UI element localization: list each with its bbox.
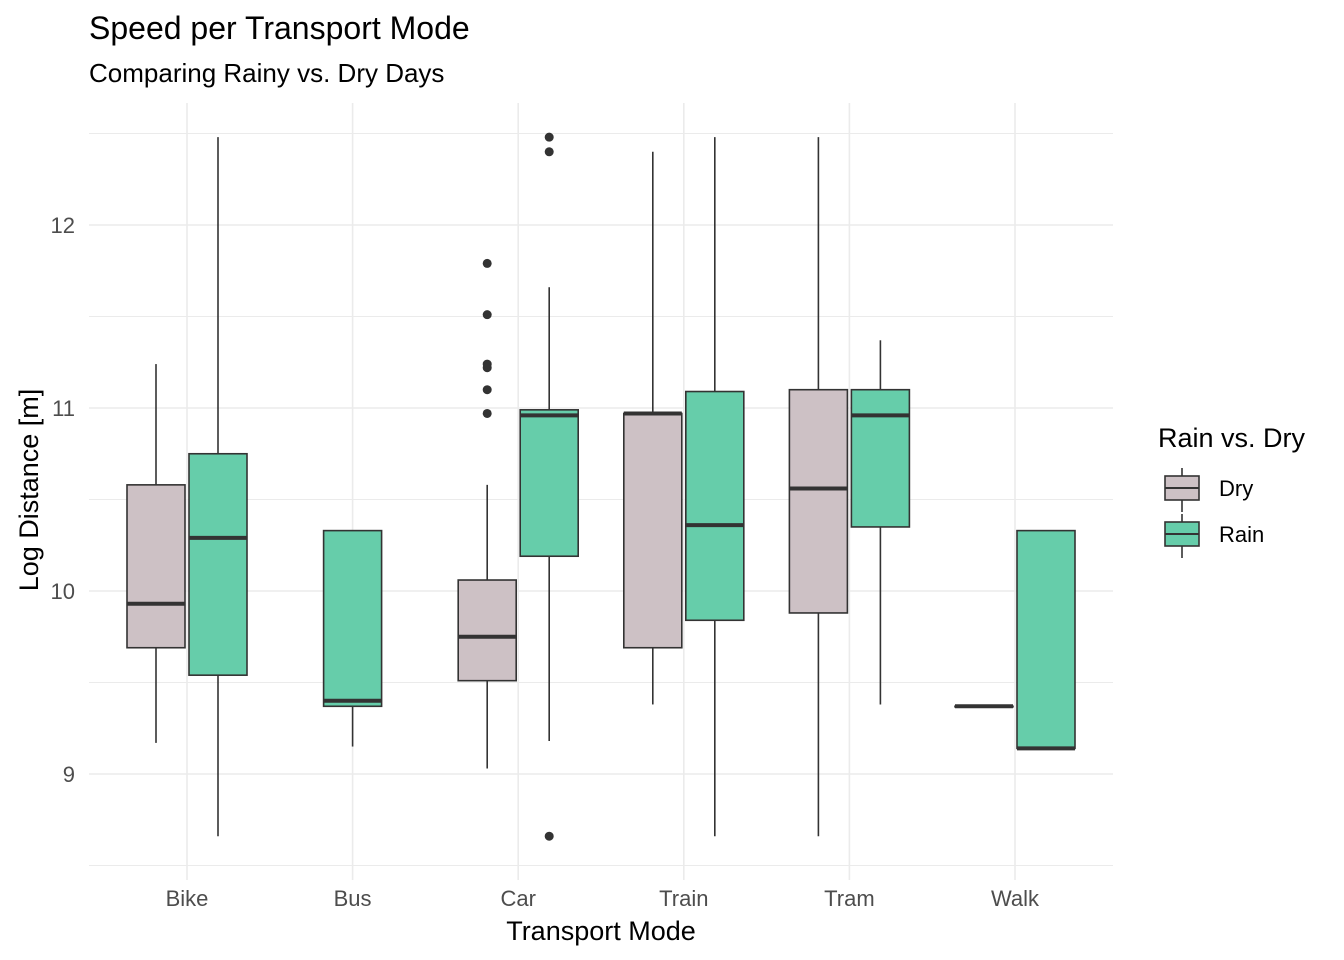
chart-title: Speed per Transport Mode xyxy=(89,10,470,46)
y-tick-label: 12 xyxy=(51,213,75,238)
box-body xyxy=(126,484,186,649)
x-tick-label: Train xyxy=(659,886,708,911)
outlier-point xyxy=(482,408,492,418)
y-tick-label: 9 xyxy=(63,762,75,787)
outlier-point xyxy=(482,310,492,320)
box-dry-train xyxy=(622,151,683,705)
box-dry-walk xyxy=(954,704,1014,709)
box-dry-car xyxy=(457,258,518,769)
outlier-point xyxy=(482,385,492,395)
box-body xyxy=(519,409,580,558)
box-body xyxy=(1016,529,1076,750)
box-rain-train xyxy=(684,137,745,837)
box-rain-car xyxy=(519,132,580,841)
box-body xyxy=(684,390,745,622)
legend-label: Dry xyxy=(1219,476,1253,501)
chart-subtitle: Comparing Rainy vs. Dry Days xyxy=(89,58,445,88)
y-tick-labels: 9 10 11 12 xyxy=(51,213,75,787)
legend: Rain vs. Dry Dry Rain xyxy=(1158,423,1306,558)
y-tick-label: 10 xyxy=(51,579,75,604)
box-body xyxy=(850,388,911,528)
box-body xyxy=(322,529,383,708)
y-tick-label: 11 xyxy=(52,396,75,421)
box-rain-bike xyxy=(188,137,248,837)
box-body xyxy=(622,412,683,649)
x-tick-label: Walk xyxy=(991,886,1040,911)
box-rain-walk xyxy=(1016,529,1076,751)
x-tick-label: Car xyxy=(500,886,535,911)
box-dry-bike xyxy=(126,364,186,743)
legend-item-dry: Dry xyxy=(1164,468,1253,512)
x-tick-label: Bus xyxy=(334,886,372,911)
outlier-point xyxy=(544,132,554,142)
outlier-point xyxy=(482,359,492,369)
box-rain-bus xyxy=(322,529,383,747)
outlier-point xyxy=(544,831,554,841)
box-rain-tram xyxy=(850,340,911,705)
outlier-point xyxy=(544,147,554,157)
legend-title: Rain vs. Dry xyxy=(1158,423,1306,453)
legend-label: Rain xyxy=(1219,522,1264,547)
y-axis-title: Log Distance [m] xyxy=(14,389,44,592)
box-series xyxy=(126,132,1076,841)
x-axis-title: Transport Mode xyxy=(506,916,696,946)
outlier-point xyxy=(482,258,492,268)
box-body xyxy=(457,579,518,682)
x-tick-label: Bike xyxy=(166,886,209,911)
x-tick-label: Tram xyxy=(824,886,875,911)
legend-item-rain: Rain xyxy=(1164,514,1264,558)
grid-lines xyxy=(89,103,1113,880)
box-body xyxy=(188,452,248,676)
x-tick-labels: Bike Bus Car Train Tram Walk xyxy=(166,886,1040,911)
box-dry-tram xyxy=(788,137,849,837)
box-body xyxy=(788,388,849,614)
